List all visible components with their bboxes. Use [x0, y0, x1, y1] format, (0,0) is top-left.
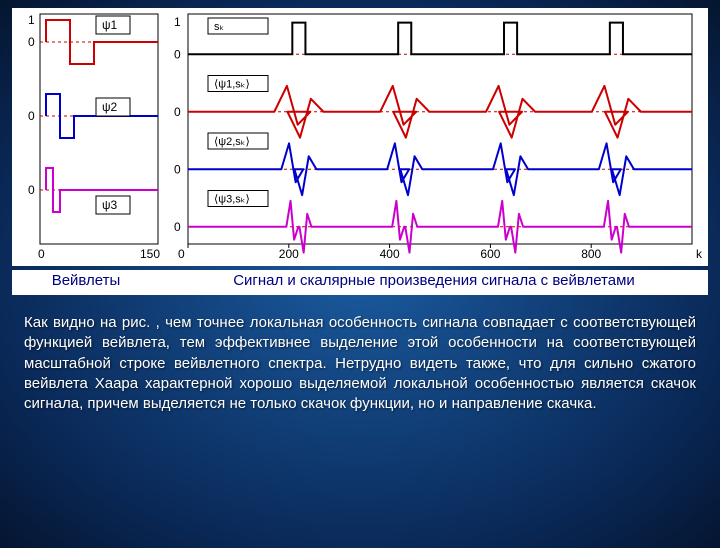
svg-text:⟨ψ2,sₖ⟩: ⟨ψ2,sₖ⟩	[214, 136, 250, 148]
svg-text:sₖ: sₖ	[214, 21, 224, 33]
svg-text:0: 0	[38, 247, 45, 261]
caption-row: Вейвлеты Сигнал и скалярные произведения…	[12, 270, 708, 295]
svg-text:k: k	[696, 247, 703, 261]
svg-text:⟨ψ1,sₖ⟩: ⟨ψ1,sₖ⟩	[214, 79, 250, 91]
svg-text:⟨ψ3,sₖ⟩: ⟨ψ3,sₖ⟩	[214, 194, 250, 206]
svg-text:ψ2: ψ2	[102, 100, 118, 114]
svg-text:600: 600	[480, 247, 500, 261]
svg-text:0: 0	[174, 105, 181, 119]
svg-text:0: 0	[174, 162, 181, 176]
svg-text:800: 800	[581, 247, 601, 261]
svg-text:200: 200	[279, 247, 299, 261]
svg-text:1: 1	[28, 13, 35, 27]
svg-text:ψ3: ψ3	[102, 198, 118, 212]
svg-text:1: 1	[174, 15, 181, 29]
svg-text:0: 0	[174, 220, 181, 234]
chart-area: 0 0 0 1 ψ1 ψ2 ψ3 0 150 0 200 400 600 800 k 0 sₖ 1 0 ⟨ψ1,sₖ⟩…	[12, 8, 708, 266]
svg-text:ψ1: ψ1	[102, 18, 118, 32]
wavelet-svg: 0 0 0 1 ψ1 ψ2 ψ3 0 150 0 200 400 600 800 k 0 sₖ 1 0 ⟨ψ1,sₖ⟩…	[12, 8, 708, 266]
svg-text:0: 0	[174, 47, 181, 61]
svg-text:0: 0	[28, 183, 35, 197]
svg-text:0: 0	[28, 109, 35, 123]
svg-text:0: 0	[28, 35, 35, 49]
description-paragraph: Как видно на рис. , чем точнее локальная…	[24, 313, 696, 414]
svg-text:150: 150	[140, 247, 160, 261]
svg-text:0: 0	[178, 247, 185, 261]
left-caption: Вейвлеты	[12, 272, 160, 289]
svg-text:400: 400	[380, 247, 400, 261]
right-caption: Сигнал и скалярные произведения сигнала …	[160, 272, 708, 289]
